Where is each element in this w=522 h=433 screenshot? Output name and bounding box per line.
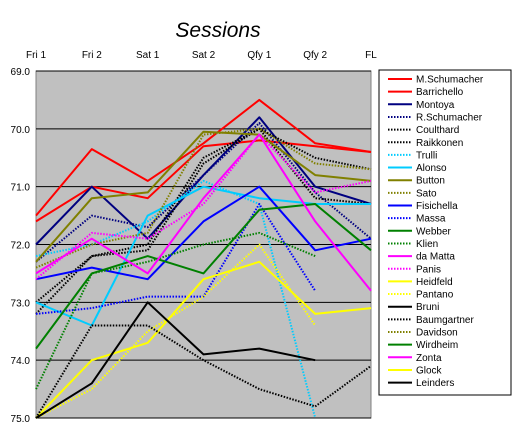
x-axis-ticks: Fri 1 Fri 2 Sat 1 Sat 2 Qfy 1 Qfy 2 FL xyxy=(26,50,377,61)
legend-label-raikkonen: Raikkonen xyxy=(416,138,463,149)
y-tick-label: 70.0 xyxy=(11,125,31,136)
series-line-massa xyxy=(35,203,317,315)
y-tick-label: 75.0 xyxy=(11,414,31,425)
legend-label-button: Button xyxy=(416,176,445,187)
legend-label-massa: Massa xyxy=(416,214,446,225)
legend-label-leinders: Leinders xyxy=(416,378,454,389)
legend-box xyxy=(378,69,512,396)
x-tick-label: Sat 2 xyxy=(192,50,216,61)
series-line-panis xyxy=(35,133,372,280)
legend-label-baumgartner: Baumgartner xyxy=(416,315,474,326)
legend-label-r-schumacher: R.Schumacher xyxy=(416,112,483,123)
legend-label-klien: Klien xyxy=(416,239,438,250)
x-tick-label: Qfy 2 xyxy=(303,50,327,61)
legend-label-glock: Glock xyxy=(416,365,443,376)
legend-label-wirdheim: Wirdheim xyxy=(416,340,458,351)
series-line-fisichella xyxy=(35,185,372,281)
x-tick-label: Qfy 1 xyxy=(247,50,271,61)
series-line-button xyxy=(35,130,372,263)
y-axis-ticks: 69.0 70.0 71.0 72.0 73.0 74.0 75.0 xyxy=(11,67,31,425)
x-tick-label: Sat 1 xyxy=(136,50,160,61)
series-lines xyxy=(35,98,372,419)
legend-label-alonso: Alonso xyxy=(416,163,447,174)
legend-label-m-schumacher: M.Schumacher xyxy=(416,75,484,86)
legend-label-pantano: Pantano xyxy=(416,290,454,301)
legend-label-panis: Panis xyxy=(416,264,441,275)
series-line-coulthard xyxy=(35,127,372,315)
x-tick-label: Fri 2 xyxy=(82,50,102,61)
legend-label-bruni: Bruni xyxy=(416,302,439,313)
series-line-raikkonen xyxy=(35,127,372,304)
legend-label-heidfeld: Heidfeld xyxy=(416,277,453,288)
series-line-webber xyxy=(35,203,372,350)
legend-label-fisichella: Fisichella xyxy=(416,201,458,212)
series-line-heidfeld xyxy=(35,260,372,419)
series-line-pantano xyxy=(35,243,317,419)
x-tick-label: Fri 1 xyxy=(26,50,46,61)
series-line-r-schumacher xyxy=(35,122,372,263)
y-tick-label: 71.0 xyxy=(11,183,31,194)
legend-label-coulthard: Coulthard xyxy=(416,125,459,136)
legend-label-trulli: Trulli xyxy=(416,150,437,161)
series-line-baumgartner xyxy=(35,324,372,419)
legend-label-barrichello: Barrichello xyxy=(416,87,464,98)
series-line-montoya xyxy=(35,116,372,246)
legend-label-montoya: Montoya xyxy=(416,100,455,111)
y-tick-label: 72.0 xyxy=(11,241,31,252)
legend-label-da-matta: da Matta xyxy=(416,252,455,263)
series-line-da-matta xyxy=(35,133,372,292)
legend-label-webber: Webber xyxy=(416,226,452,237)
legend-label-sato: Sato xyxy=(416,188,437,199)
chart-title: Sessions xyxy=(175,19,261,42)
series-line-bruni xyxy=(35,301,316,419)
legend-label-davidson: Davidson xyxy=(416,328,458,339)
y-tick-label: 74.0 xyxy=(11,356,31,367)
y-tick-label: 69.0 xyxy=(11,67,31,78)
legend-label-zonta: Zonta xyxy=(416,353,442,364)
series-line-barrichello xyxy=(35,98,372,217)
x-tick-label: FL xyxy=(365,50,377,61)
y-tick-label: 73.0 xyxy=(11,298,31,309)
series-line-sato xyxy=(35,127,372,269)
